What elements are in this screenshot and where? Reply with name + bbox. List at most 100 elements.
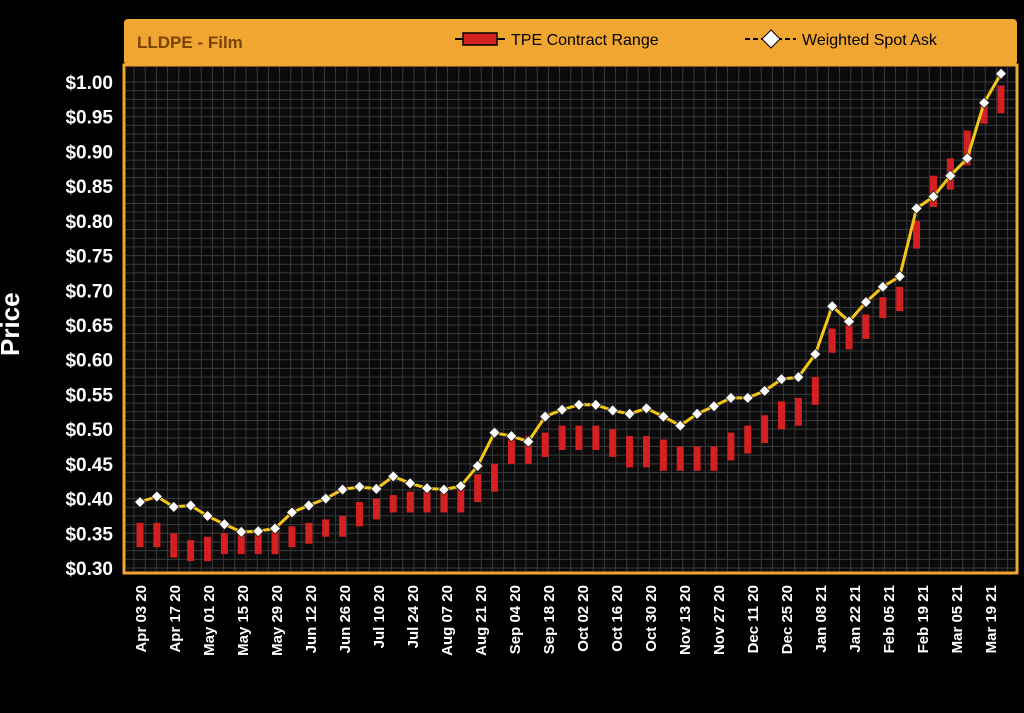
x-tick-label: Aug 21 20 [473, 585, 490, 656]
spot-ask-point [285, 506, 299, 519]
contract-range-bar [659, 439, 667, 471]
chart-header [124, 19, 1017, 65]
spot-ask-point [775, 373, 788, 386]
x-tick-label: Feb 19 21 [915, 585, 932, 653]
contract-range-bar [845, 325, 853, 350]
y-tick-label: $0.35 [65, 524, 113, 545]
x-tick-label: Jan 08 21 [813, 585, 830, 653]
contract-range-bar [153, 522, 161, 548]
spot-ask-point [792, 371, 805, 384]
contract-range-bar [541, 432, 549, 457]
spot-ask-point [235, 525, 248, 538]
spot-ask-point [724, 391, 737, 404]
contract-range-bar [474, 474, 482, 503]
spot-ask-point [522, 435, 535, 448]
spot-ask-point [505, 430, 518, 443]
x-tick-label: Feb 05 21 [881, 585, 898, 653]
x-tick-label: May 01 20 [201, 585, 218, 656]
contract-range-bar [355, 502, 363, 527]
x-tick-label: Jun 12 20 [303, 585, 320, 653]
y-axis-label: Price [0, 292, 25, 356]
x-tick-label: Dec 25 20 [779, 585, 796, 654]
x-tick-label: Sep 18 20 [541, 585, 558, 654]
spot-ask-point [268, 522, 282, 535]
contract-range-bar [372, 498, 380, 520]
spot-ask-point [133, 495, 147, 509]
contract-range-bar [778, 401, 786, 430]
x-tick-label: Aug 07 20 [439, 585, 456, 656]
contract-range-bar [440, 488, 448, 513]
x-tick-label: Apr 17 20 [167, 585, 184, 653]
spot-ask-point [876, 280, 889, 293]
x-tick-label: Dec 11 20 [745, 585, 762, 653]
chart-title: LLDPE - Film [137, 33, 243, 52]
x-tick-label: Jul 10 20 [371, 585, 388, 648]
contract-range-bar [676, 446, 684, 471]
contract-range-bar [913, 220, 921, 249]
x-tick-label: May 29 20 [269, 585, 286, 656]
contract-range-bar [406, 491, 414, 513]
spot-ask-point [336, 483, 349, 496]
spot-ask-polyline [139, 72, 1003, 534]
y-tick-label: $0.85 [65, 177, 113, 198]
spot-ask-point [674, 419, 687, 432]
contract-range-bar [220, 533, 228, 555]
y-tick-label: $0.60 [65, 351, 113, 372]
y-axis: $1.00 $0.95 $0.90 $0.85 $0.80 $0.75 $0.70 $0.65… [65, 73, 113, 580]
contract-range-bar [322, 519, 330, 537]
contract-range-bar [305, 522, 313, 544]
spot-ask-point [555, 403, 569, 416]
spot-ask-point [859, 296, 873, 309]
spot-ask-point [167, 500, 180, 513]
contract-range-bar [237, 529, 245, 555]
contract-range-bar [642, 436, 650, 468]
y-tick-label: $0.40 [65, 490, 113, 511]
spot-ask-point [640, 402, 653, 415]
x-tick-label: Mar 05 21 [949, 585, 966, 653]
spot-ask-point [691, 407, 704, 420]
spot-ask-point [370, 482, 383, 495]
spot-ask-point [589, 398, 602, 411]
spot-ask-point [758, 384, 771, 398]
contract-range-bar [457, 484, 465, 513]
contract-range-bar [187, 540, 195, 562]
contract-range-bar [339, 515, 347, 537]
contract-range-bar [204, 536, 212, 562]
spot-ask-point [319, 492, 332, 505]
contract-range-bar [828, 328, 836, 353]
spot-ask-point [404, 477, 417, 490]
x-tick-label: Mar 19 21 [983, 585, 1000, 653]
spot-ask-point [387, 470, 400, 483]
contract-range-bar [862, 314, 870, 339]
y-tick-label: $0.70 [65, 281, 113, 302]
legend-spot-label: Weighted Spot Ask [802, 32, 938, 49]
contract-range-bar [524, 436, 532, 464]
y-tick-label: $0.65 [65, 316, 113, 337]
spot-ask-point [842, 315, 856, 328]
x-tick-label: Oct 16 20 [609, 585, 626, 652]
y-tick-label: $0.30 [65, 559, 113, 580]
y-tick-label: $1.00 [65, 73, 113, 94]
legend: TPE Contract Range Weighted Spot Ask [455, 29, 938, 49]
spot-ask-point [454, 480, 467, 493]
x-tick-label: Jan 22 21 [847, 585, 864, 653]
contract-range-bar [626, 436, 634, 468]
contract-range-bar [727, 432, 735, 461]
x-tick-label: Jun 26 20 [337, 585, 354, 653]
contract-range-bar [558, 425, 566, 450]
contract-range-bar [794, 397, 802, 426]
spot-ask-point [420, 482, 434, 495]
contract-range-bar [710, 446, 718, 471]
contract-range-bar [744, 425, 752, 454]
spot-ask-point [826, 300, 839, 313]
spot-ask-point [539, 410, 552, 423]
y-tick-label: $0.80 [65, 212, 113, 233]
contract-range-bar [136, 522, 144, 548]
x-tick-label: Oct 02 20 [575, 585, 592, 652]
x-tick-label: Sep 04 20 [507, 585, 524, 654]
legend-contract-range: TPE Contract Range [455, 32, 659, 49]
spot-ask-point [252, 525, 265, 538]
x-tick-label: Nov 13 20 [677, 585, 694, 655]
x-tick-label: Apr 03 20 [133, 585, 150, 653]
y-tick-label: $0.55 [65, 385, 113, 406]
